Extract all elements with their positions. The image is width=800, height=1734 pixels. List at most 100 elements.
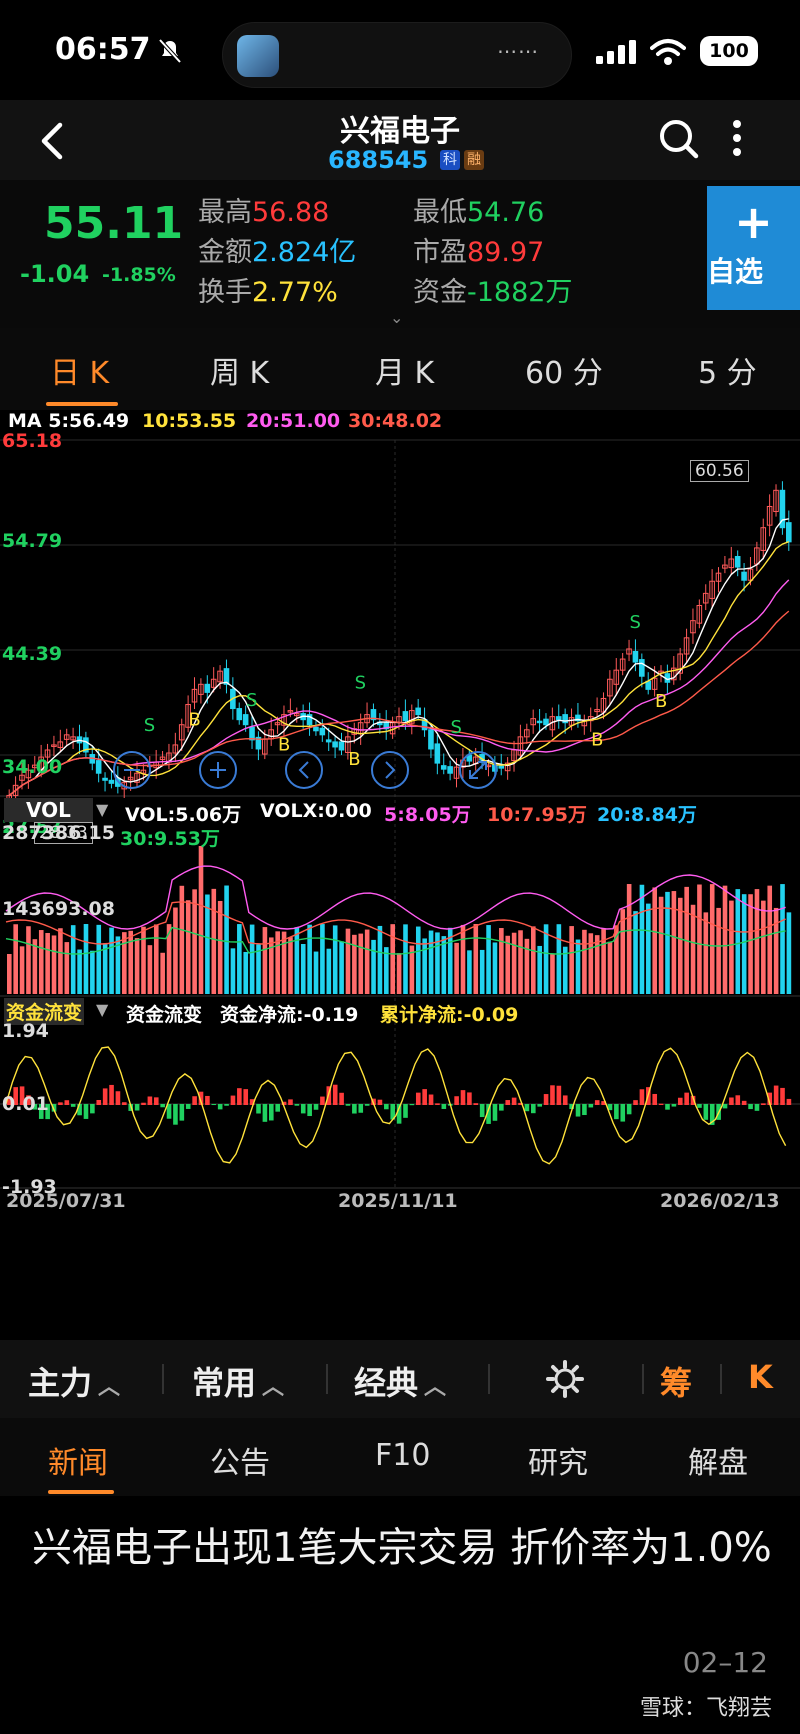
volume-bar <box>90 950 95 994</box>
candle-body <box>63 734 70 740</box>
flow-bar <box>684 1092 689 1105</box>
tab-60min[interactable]: 60 分 <box>525 356 603 391</box>
more-vertical-icon[interactable] <box>730 116 744 160</box>
sell-signal: S <box>144 715 155 736</box>
volume-bar <box>767 885 773 994</box>
watchlist-label: 自选 <box>707 255 764 288</box>
flow-bar <box>422 1089 427 1105</box>
volume-bar <box>473 924 479 994</box>
candle-body <box>428 729 434 750</box>
classic-indicator-button[interactable]: 经典 ︿ <box>354 1364 447 1402</box>
volume-bar <box>505 935 511 994</box>
flow-bar <box>531 1104 536 1114</box>
fund-stat: 资金-1882万 <box>413 277 573 308</box>
flow-bar <box>205 1095 210 1105</box>
tab-5min[interactable]: 5 分 <box>698 356 757 391</box>
candle-body <box>332 741 338 748</box>
flow-bar <box>607 1104 613 1111</box>
candle-body <box>172 744 179 754</box>
dropdown-caret-icon[interactable]: ▼ <box>96 800 109 819</box>
candle-body <box>555 716 562 721</box>
tab-announcements[interactable]: 公告 <box>210 1446 270 1481</box>
candle-body <box>677 653 683 674</box>
candle-body <box>185 704 191 728</box>
flow-bar <box>582 1104 587 1116</box>
volume-bar <box>32 939 38 994</box>
divider <box>162 1364 164 1394</box>
volume-bar <box>403 924 408 994</box>
volume-bar <box>26 926 31 994</box>
back-arrow-icon[interactable] <box>40 122 64 160</box>
flow-bar <box>562 1095 568 1105</box>
volume-bar <box>38 930 44 994</box>
candle-body <box>440 765 447 770</box>
fullscreen-icon[interactable] <box>459 751 497 789</box>
candle-body <box>319 727 326 736</box>
flow-bar <box>13 1087 18 1105</box>
flow-bar <box>141 1102 146 1105</box>
add-watchlist-button[interactable]: + 自选 <box>707 186 800 310</box>
flow-bar <box>665 1104 670 1110</box>
expand-chevron-icon[interactable]: ⌄ <box>390 308 404 327</box>
tab-monthly-k[interactable]: 月 K <box>375 356 435 391</box>
scroll-right-icon[interactable] <box>371 751 409 789</box>
active-tab-indicator <box>46 402 118 406</box>
scroll-left-icon[interactable] <box>285 751 323 789</box>
ma30-line <box>8 610 790 796</box>
dynamic-island[interactable]: ⋯⋯ <box>222 22 572 88</box>
sell-signal: S <box>246 690 257 711</box>
volume-bar <box>415 926 421 994</box>
flow-bar <box>294 1104 300 1106</box>
chip-distribution-button[interactable]: 筹 <box>660 1364 693 1402</box>
tab-research[interactable]: 研究 <box>528 1446 588 1481</box>
volume-bar <box>364 929 370 994</box>
plus-icon: + <box>734 195 773 249</box>
news-headline[interactable]: 兴福电子出现1笔大宗交易 折价率为1.0% <box>32 1525 772 1571</box>
zoom-in-icon[interactable] <box>199 751 237 789</box>
volume-bar <box>614 925 619 994</box>
flow-bar <box>352 1104 357 1114</box>
tab-daily-k[interactable]: 日 K <box>50 356 110 391</box>
flow-bar <box>160 1104 165 1108</box>
flow-bar <box>780 1087 785 1105</box>
volume-bar <box>562 946 568 994</box>
tab-weekly-k[interactable]: 周 K <box>210 356 270 391</box>
flow-bar <box>358 1104 364 1113</box>
flow-bar <box>217 1104 223 1110</box>
flow-bar <box>722 1104 728 1109</box>
live-activity-thumbnail <box>237 35 279 77</box>
flow-bar <box>460 1090 466 1105</box>
candle-body <box>434 743 441 764</box>
zoom-out-icon[interactable] <box>113 751 151 789</box>
flow-bar <box>677 1097 683 1105</box>
tab-analysis[interactable]: 解盘 <box>688 1446 748 1481</box>
divider <box>720 1364 722 1394</box>
candle-body <box>25 769 32 779</box>
buy-signal: B <box>278 735 290 756</box>
battery-indicator: 100 <box>700 36 758 66</box>
kline-toggle-button[interactable]: K <box>748 1358 773 1396</box>
volume-bar <box>192 889 197 994</box>
common-indicator-button[interactable]: 常用 ︿ <box>192 1364 285 1402</box>
tab-f10[interactable]: F10 <box>375 1438 431 1473</box>
candle-body <box>19 774 25 781</box>
main-indicator-button[interactable]: 主力 ︿ <box>28 1364 121 1402</box>
candle-body <box>198 683 204 695</box>
kline-chart[interactable]: S S S S B B B B S B <box>0 410 800 1340</box>
volume-bar <box>428 930 434 994</box>
search-icon[interactable] <box>658 118 700 160</box>
candle-body <box>543 718 549 726</box>
flow-indicator-tab[interactable]: 资金流变 <box>4 998 85 1025</box>
gear-icon[interactable] <box>546 1360 584 1398</box>
volume-bar <box>217 900 223 994</box>
tab-news[interactable]: 新闻 <box>48 1446 108 1481</box>
flow-bar <box>735 1095 741 1105</box>
candle-body <box>345 736 351 754</box>
volume-indicator-tab[interactable]: VOL <box>4 798 93 822</box>
dropdown-caret-icon[interactable]: ▼ <box>96 1000 109 1019</box>
candle-body <box>632 650 639 663</box>
flow-bar <box>256 1104 261 1114</box>
flow-bar <box>230 1095 236 1105</box>
candle-body <box>325 739 332 743</box>
